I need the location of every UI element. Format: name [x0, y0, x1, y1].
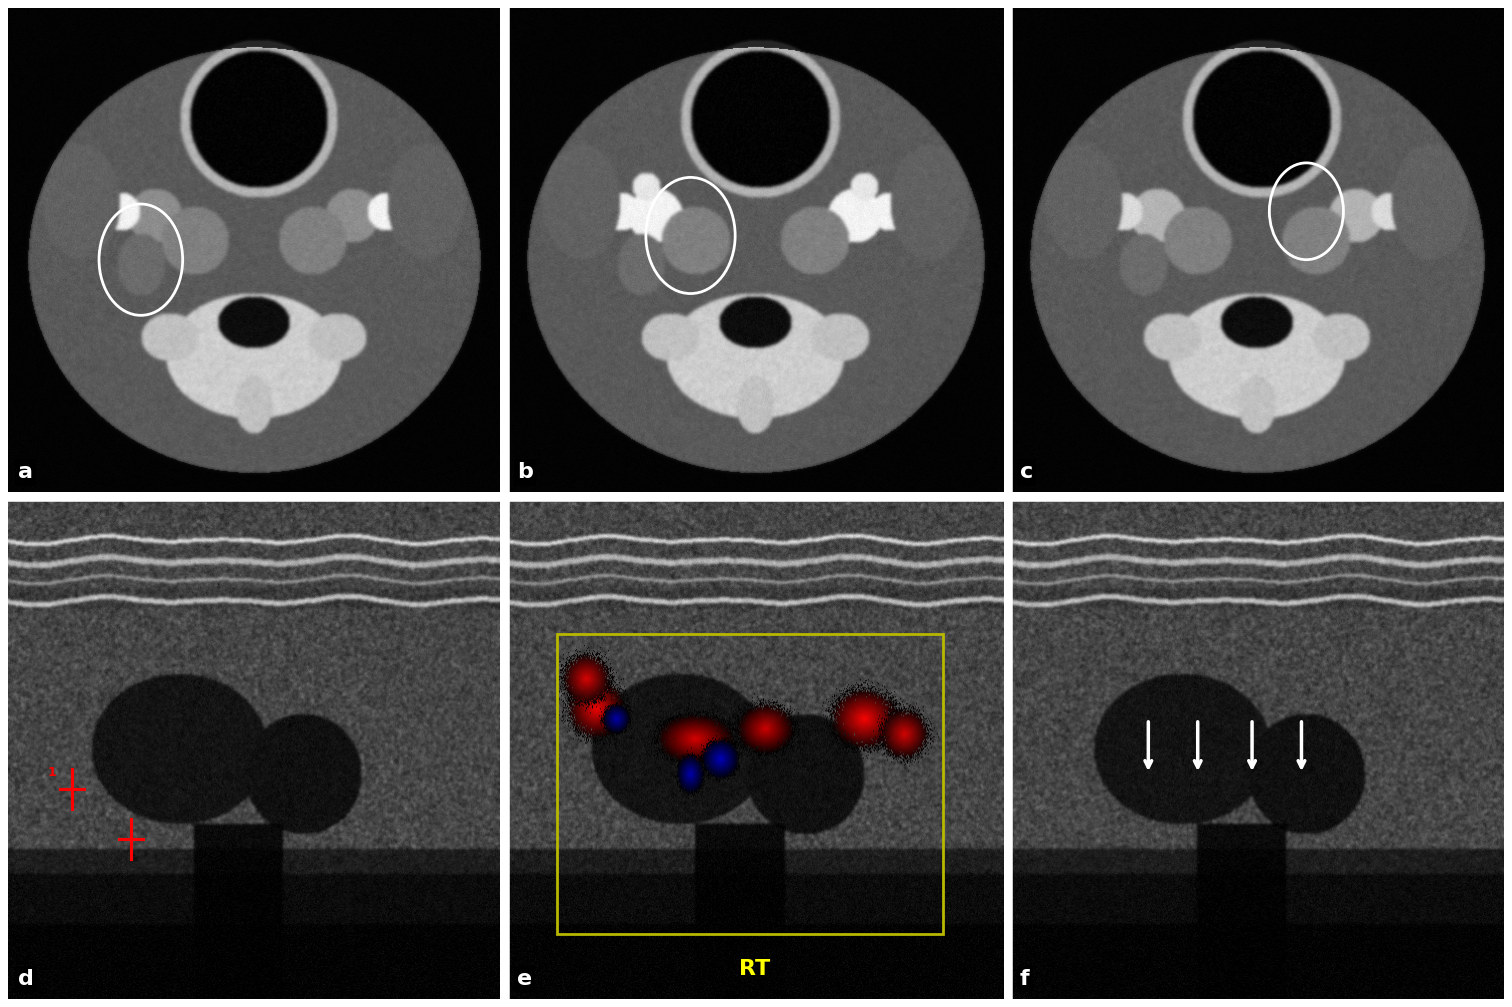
- Text: d: d: [18, 969, 33, 989]
- Bar: [556, 634, 943, 934]
- Text: f: f: [1021, 969, 1030, 989]
- Text: c: c: [1021, 462, 1033, 482]
- Text: 1: 1: [47, 766, 56, 779]
- Text: e: e: [517, 969, 532, 989]
- Text: b: b: [517, 462, 532, 482]
- Text: RT: RT: [739, 959, 771, 979]
- Text: a: a: [18, 462, 33, 482]
